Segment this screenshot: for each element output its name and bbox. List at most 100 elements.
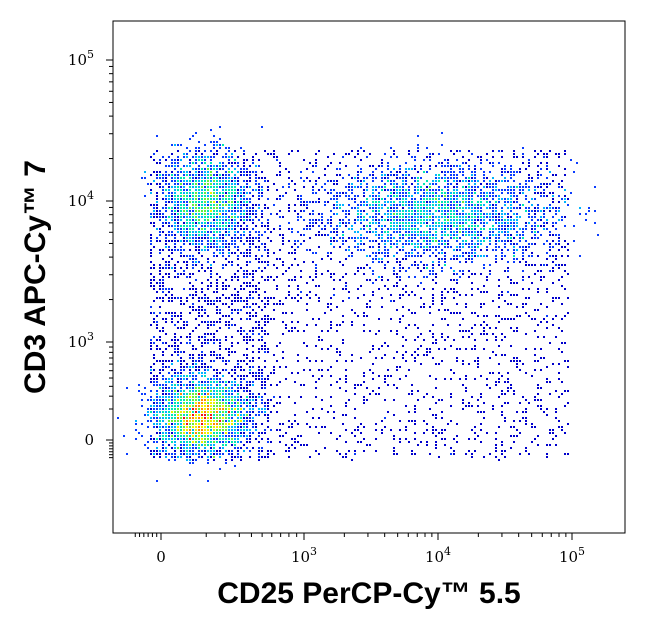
event-dot: [579, 255, 581, 257]
event-dot: [291, 438, 293, 440]
event-dot: [426, 198, 428, 200]
event-dot: [222, 162, 224, 164]
event-dot: [468, 216, 470, 218]
event-dot: [465, 378, 467, 380]
event-dot: [183, 453, 185, 455]
event-dot: [267, 153, 269, 155]
event-dot: [336, 201, 338, 203]
event-dot: [189, 438, 191, 440]
event-dot: [330, 225, 332, 227]
event-dot: [156, 135, 158, 137]
event-dot: [168, 399, 170, 401]
event-dot: [201, 450, 203, 452]
event-dot: [453, 225, 455, 227]
event-dot: [171, 153, 173, 155]
event-dot: [168, 414, 170, 416]
event-dot: [447, 165, 449, 167]
event-dot: [396, 366, 398, 368]
event-dot: [258, 321, 260, 323]
event-dot: [330, 396, 332, 398]
event-dot: [303, 234, 305, 236]
event-dot: [171, 375, 173, 377]
event-dot: [330, 345, 332, 347]
event-dot: [429, 243, 431, 245]
event-dot: [294, 252, 296, 254]
event-dot: [216, 231, 218, 233]
event-dot: [507, 201, 509, 203]
event-dot: [273, 369, 275, 371]
event-dot: [540, 276, 542, 278]
event-dot: [192, 414, 194, 416]
event-dot: [444, 348, 446, 350]
event-dot: [387, 210, 389, 212]
event-dot: [345, 285, 347, 287]
event-dot: [219, 447, 221, 449]
event-dot: [552, 207, 554, 209]
event-dot: [354, 186, 356, 188]
event-dot: [417, 189, 419, 191]
event-dot: [186, 213, 188, 215]
event-dot: [171, 411, 173, 413]
event-dot: [189, 459, 191, 461]
event-dot: [429, 453, 431, 455]
event-dot: [468, 363, 470, 365]
event-dot: [261, 126, 263, 128]
event-dot: [384, 378, 386, 380]
event-dot: [240, 300, 242, 302]
event-dot: [450, 210, 452, 212]
event-dot: [456, 180, 458, 182]
event-dot: [237, 330, 239, 332]
event-dot: [207, 303, 209, 305]
event-dot: [519, 189, 521, 191]
event-dot: [210, 237, 212, 239]
event-dot: [510, 222, 512, 224]
event-dot: [372, 171, 374, 173]
event-dot: [513, 174, 515, 176]
event-dot: [372, 294, 374, 296]
event-dot: [534, 426, 536, 428]
event-dot: [537, 336, 539, 338]
event-dot: [330, 219, 332, 221]
event-dot: [171, 195, 173, 197]
event-dot: [396, 453, 398, 455]
event-dot: [330, 231, 332, 233]
event-dot: [405, 171, 407, 173]
event-dot: [243, 216, 245, 218]
event-dot: [405, 291, 407, 293]
event-dot: [243, 165, 245, 167]
event-dot: [198, 198, 200, 200]
event-dot: [513, 228, 515, 230]
event-dot: [525, 303, 527, 305]
event-dot: [429, 153, 431, 155]
event-dot: [414, 405, 416, 407]
event-dot: [207, 207, 209, 209]
event-dot: [207, 168, 209, 170]
event-dot: [423, 189, 425, 191]
event-dot: [174, 246, 176, 248]
event-dot: [432, 357, 434, 359]
event-dot: [399, 366, 401, 368]
event-dot: [414, 237, 416, 239]
event-dot: [414, 276, 416, 278]
event-dot: [363, 381, 365, 383]
event-dot: [273, 366, 275, 368]
event-dot: [333, 180, 335, 182]
event-dot: [180, 273, 182, 275]
event-dot: [381, 180, 383, 182]
event-dot: [180, 423, 182, 425]
event-dot: [153, 207, 155, 209]
event-dot: [387, 195, 389, 197]
event-dot: [201, 372, 203, 374]
event-dot: [564, 150, 566, 152]
event-dot: [516, 225, 518, 227]
event-dot: [162, 189, 164, 191]
event-dot: [417, 399, 419, 401]
event-dot: [219, 414, 221, 416]
event-dot: [297, 354, 299, 356]
event-dot: [477, 288, 479, 290]
event-dot: [192, 168, 194, 170]
event-dot: [201, 288, 203, 290]
event-dot: [213, 447, 215, 449]
event-dot: [162, 450, 164, 452]
event-dot: [369, 393, 371, 395]
